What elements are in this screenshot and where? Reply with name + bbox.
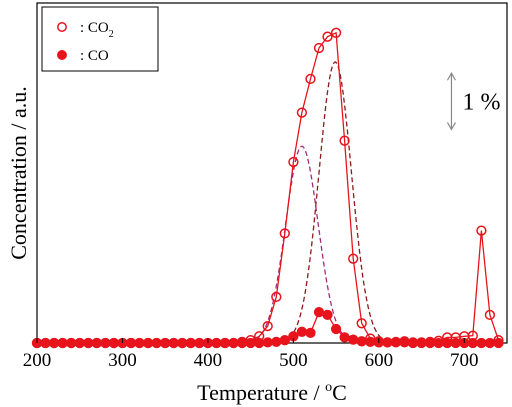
data-point-co xyxy=(177,337,188,349)
legend-box xyxy=(41,6,159,72)
data-point-co2 xyxy=(476,225,487,236)
data-point-co2 xyxy=(279,228,290,239)
data-point-co2 xyxy=(262,320,273,332)
fit-curve xyxy=(248,145,356,343)
data-point-co xyxy=(185,337,196,349)
data-point-co2 xyxy=(288,156,299,168)
data-point-co xyxy=(40,337,51,349)
x-tick-label: 500 xyxy=(279,350,308,371)
data-point-co xyxy=(313,306,325,318)
data-point-co xyxy=(271,336,282,348)
data-point-co xyxy=(279,335,290,346)
data-point-co xyxy=(339,332,350,343)
data-point-co xyxy=(48,337,60,349)
x-tick-label: 400 xyxy=(194,350,223,371)
data-point-co xyxy=(125,337,137,349)
data-point-co xyxy=(407,337,419,349)
legend-label-co: : CO xyxy=(80,48,109,64)
data-point-co xyxy=(57,337,68,349)
data-point-co xyxy=(83,337,94,349)
data-point-co xyxy=(245,337,256,349)
data-point-co xyxy=(296,326,308,337)
x-axis: 200 300 400 500 600 700 xyxy=(23,338,479,371)
series-points xyxy=(31,27,504,349)
fit-curve xyxy=(281,61,389,343)
data-point-co xyxy=(330,323,342,335)
data-point-co xyxy=(450,337,461,349)
fit-curves xyxy=(248,61,389,343)
data-point-co xyxy=(134,337,145,349)
series-line-co2 xyxy=(37,31,500,344)
data-point-co xyxy=(262,337,273,348)
data-point-co xyxy=(305,327,316,339)
data-point-co xyxy=(424,337,436,349)
data-point-co xyxy=(356,336,367,347)
data-point-co xyxy=(236,337,248,349)
data-point-co xyxy=(66,337,77,349)
data-point-co xyxy=(484,337,496,349)
data-point-co2 xyxy=(313,42,325,54)
data-point-co2 xyxy=(271,291,282,303)
data-point-co xyxy=(382,337,393,348)
data-point-co xyxy=(365,336,376,348)
scale-bar-label: 1 % xyxy=(462,89,500,115)
data-point-co xyxy=(91,337,102,349)
scale-bar-arrow-up-icon xyxy=(446,72,456,81)
data-point-co xyxy=(390,337,402,348)
legend-label-co2: : CO2 xyxy=(80,20,114,40)
data-point-co2 xyxy=(484,309,496,321)
data-point-co xyxy=(151,337,162,349)
y-axis-title: Concentration / a.u. xyxy=(6,86,31,260)
legend-marker-co xyxy=(57,50,67,60)
scale-bar: 1 % xyxy=(446,72,500,131)
x-tick-label: 300 xyxy=(108,350,137,371)
data-point-co2 xyxy=(305,73,316,85)
x-tick-label: 700 xyxy=(450,350,479,371)
x-tick-label: 200 xyxy=(23,350,52,371)
data-point-co2 xyxy=(348,253,359,264)
data-point-co xyxy=(100,337,111,349)
data-point-co xyxy=(108,337,120,349)
data-point-co xyxy=(168,337,179,349)
data-point-co xyxy=(160,337,171,349)
data-point-co xyxy=(211,337,222,349)
data-point-co xyxy=(219,337,231,349)
data-point-co xyxy=(467,337,478,349)
data-point-co xyxy=(476,337,487,349)
scale-bar-arrow-down-icon xyxy=(446,122,456,131)
data-point-co xyxy=(348,334,359,345)
data-point-co xyxy=(416,337,427,349)
legend: : CO2 : CO xyxy=(41,6,159,72)
data-point-co xyxy=(442,337,453,349)
legend-marker-co2 xyxy=(57,22,67,32)
data-point-co xyxy=(254,337,265,349)
data-point-co xyxy=(493,337,504,349)
data-point-co xyxy=(142,337,154,349)
data-point-co xyxy=(433,337,444,349)
data-point-co2 xyxy=(356,318,367,329)
data-point-co xyxy=(194,337,205,349)
data-point-co xyxy=(74,337,85,349)
x-axis-title: Temperature / oC xyxy=(197,380,347,405)
data-point-co xyxy=(228,337,239,349)
series-lines xyxy=(37,31,500,344)
x-tick-label: 600 xyxy=(365,350,394,371)
data-point-co2 xyxy=(296,107,308,118)
data-point-co xyxy=(322,309,333,321)
data-point-co2 xyxy=(339,135,350,146)
data-point-co xyxy=(399,337,410,348)
data-point-co2 xyxy=(330,27,342,38)
data-point-co2 xyxy=(322,31,333,42)
